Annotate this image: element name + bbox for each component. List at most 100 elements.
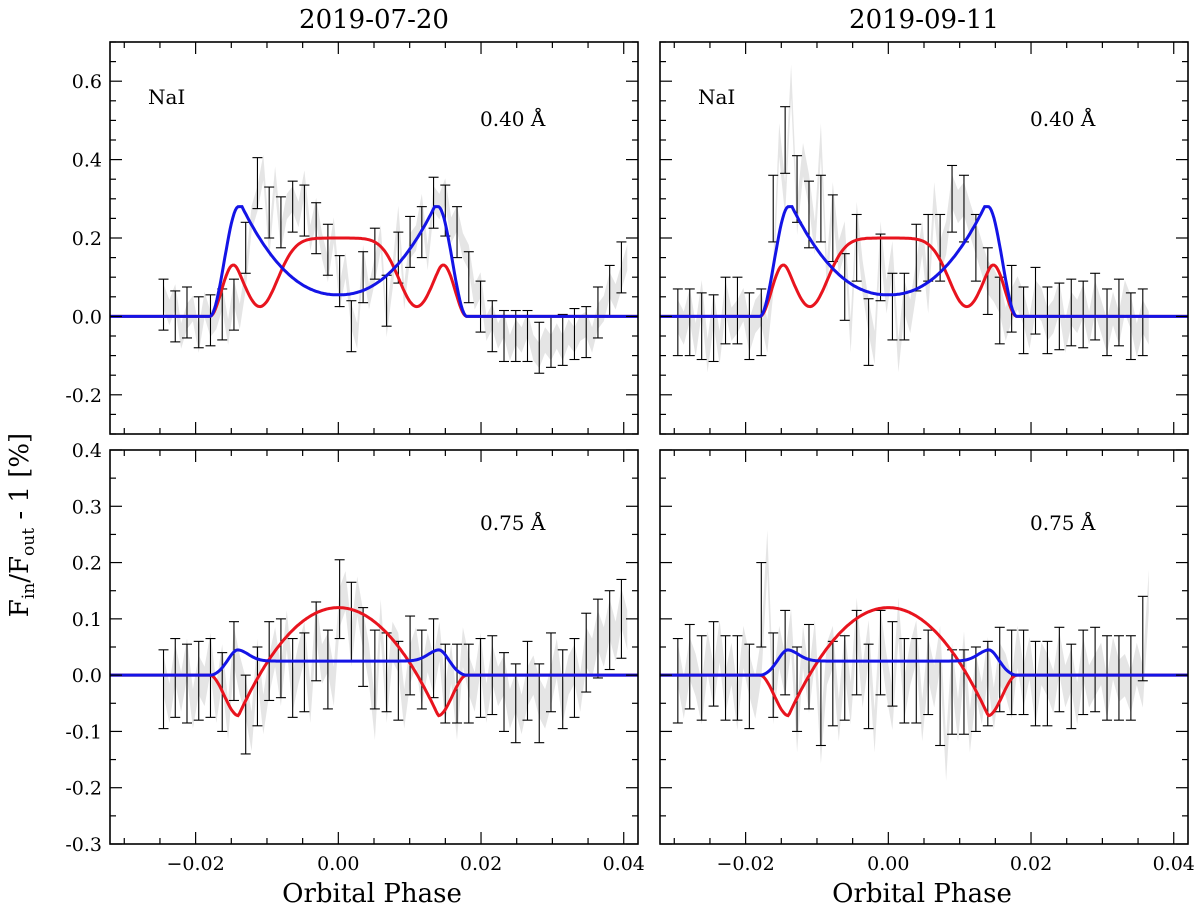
bandwidth-label: 0.75 Å <box>1030 510 1096 535</box>
error-bar <box>982 247 993 315</box>
error-bar <box>672 638 683 724</box>
error-bar <box>428 176 439 229</box>
error-bar <box>499 309 510 363</box>
error-bar <box>604 590 615 671</box>
error-bar <box>475 638 486 718</box>
error-bar <box>299 184 310 237</box>
error-bar <box>887 272 898 341</box>
panel-top-left: -0.2 0.0 0.2 0.4 0.6 2019-07-20 NaI 0.40 Å <box>65 5 639 435</box>
error-bar <box>923 629 934 716</box>
panel-top-right: 2019-09-11 NaI 0.40 Å <box>659 5 1189 435</box>
error-bar <box>863 298 874 366</box>
error-bar <box>1137 595 1148 682</box>
y-tick-label: 0.2 <box>72 228 102 250</box>
error-bar <box>405 215 416 268</box>
error-bar <box>322 629 333 710</box>
y-axis-title-tail: - 1 [%] <box>5 433 35 528</box>
error-bar <box>851 609 862 696</box>
error-bar <box>1042 640 1053 727</box>
plot-area <box>660 64 1188 373</box>
series-model-blue <box>660 648 1188 677</box>
error-bar <box>1006 264 1017 333</box>
error-bar <box>463 643 474 724</box>
y-tick-label: 0.1 <box>72 609 102 631</box>
error-bar <box>815 174 826 243</box>
y-axis-title-sub-in: in <box>19 583 39 599</box>
species-label: NaI <box>698 85 735 109</box>
y-tick-label: -0.2 <box>65 385 102 407</box>
error-bar <box>1066 643 1077 730</box>
error-bar <box>334 559 345 640</box>
y-tick-label: 0.2 <box>72 553 102 575</box>
error-bar <box>958 649 969 735</box>
series-model-blue <box>660 205 1188 318</box>
error-bar <box>732 276 743 345</box>
error-bar <box>311 202 322 255</box>
error-bar <box>158 649 169 730</box>
y-tick-label: 0.0 <box>72 665 102 687</box>
error-bar <box>1042 286 1053 355</box>
plot-area <box>660 530 1188 781</box>
y-tick-label: 0.4 <box>72 440 102 462</box>
error-bar <box>170 638 181 718</box>
error-bar <box>346 300 357 353</box>
error-bar <box>193 296 204 349</box>
y-axis-title-mid: /F <box>5 556 35 583</box>
error-bar <box>592 598 603 679</box>
error-bar <box>463 251 474 304</box>
y-tick-label: 0.3 <box>72 496 102 518</box>
error-bar <box>228 621 239 702</box>
panel-title: 2019-09-11 <box>849 5 999 35</box>
error-bar <box>510 663 521 744</box>
error-bar <box>1078 280 1089 349</box>
plot-area <box>110 154 638 374</box>
error-bar <box>311 601 322 682</box>
error-bar <box>1030 640 1041 727</box>
error-bar <box>534 663 545 744</box>
error-bar <box>696 635 707 721</box>
error-bar <box>911 638 922 724</box>
error-bar <box>181 643 192 724</box>
error-bar <box>487 300 498 353</box>
y-tick-label: -0.2 <box>65 778 102 800</box>
y-axis-title-main: F <box>5 599 35 617</box>
error-bar <box>899 272 910 341</box>
plot-frame <box>659 41 1189 435</box>
error-bar <box>416 629 427 710</box>
error-bar <box>768 632 779 718</box>
error-bar <box>452 206 463 259</box>
panel-bottom-right: −0.02 0.00 0.02 0.04 0.75 Å <box>659 449 1195 875</box>
x-tick-label: 0.02 <box>1010 853 1052 875</box>
x-tick-label: 0.04 <box>603 853 645 875</box>
error-bar <box>803 623 814 710</box>
error-bar <box>720 276 731 345</box>
bandwidth-label: 0.40 Å <box>1030 106 1096 131</box>
error-bar <box>369 629 380 710</box>
error-bar <box>839 635 850 721</box>
error-bar <box>581 612 592 693</box>
x-tick-label: 0.00 <box>867 853 909 875</box>
plot-area <box>110 559 638 755</box>
error-bar <box>205 294 216 347</box>
y-tick-label: 0.6 <box>72 71 102 93</box>
error-bar <box>1113 278 1124 347</box>
error-bar <box>708 294 719 363</box>
error-bar <box>1054 626 1065 713</box>
error-bar <box>1066 278 1077 347</box>
error-bar <box>228 278 239 331</box>
error-bar <box>756 562 767 648</box>
error-bar <box>875 233 886 302</box>
observed-band <box>677 64 1149 373</box>
x-tick-label: 0.02 <box>460 853 502 875</box>
plot-frame <box>659 449 1189 845</box>
error-bar <box>994 626 1005 713</box>
error-bar <box>358 607 369 687</box>
error-bar <box>358 251 369 304</box>
x-axis-title-left: Orbital Phase <box>282 879 462 909</box>
error-bar <box>287 180 298 233</box>
y-tick-label: -0.3 <box>65 834 102 856</box>
error-bar <box>1030 266 1041 335</box>
error-bar <box>947 164 958 233</box>
error-bar <box>1090 626 1101 713</box>
